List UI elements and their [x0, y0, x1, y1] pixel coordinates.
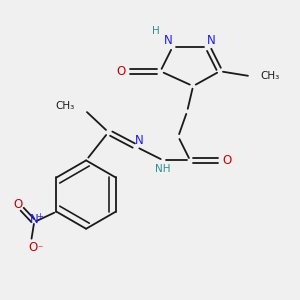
Text: H: H — [152, 26, 160, 36]
Text: N: N — [207, 34, 215, 46]
Text: +: + — [36, 212, 43, 220]
Text: NH: NH — [155, 164, 170, 174]
Text: N: N — [30, 213, 39, 226]
Text: CH₃: CH₃ — [260, 71, 279, 81]
Text: O: O — [222, 154, 231, 167]
Text: ⁻: ⁻ — [38, 244, 43, 254]
Text: CH₃: CH₃ — [55, 101, 74, 111]
Text: O: O — [28, 241, 37, 254]
Text: O: O — [116, 65, 125, 78]
Text: N: N — [135, 134, 143, 147]
Text: N: N — [164, 34, 173, 46]
Text: O: O — [13, 198, 22, 211]
